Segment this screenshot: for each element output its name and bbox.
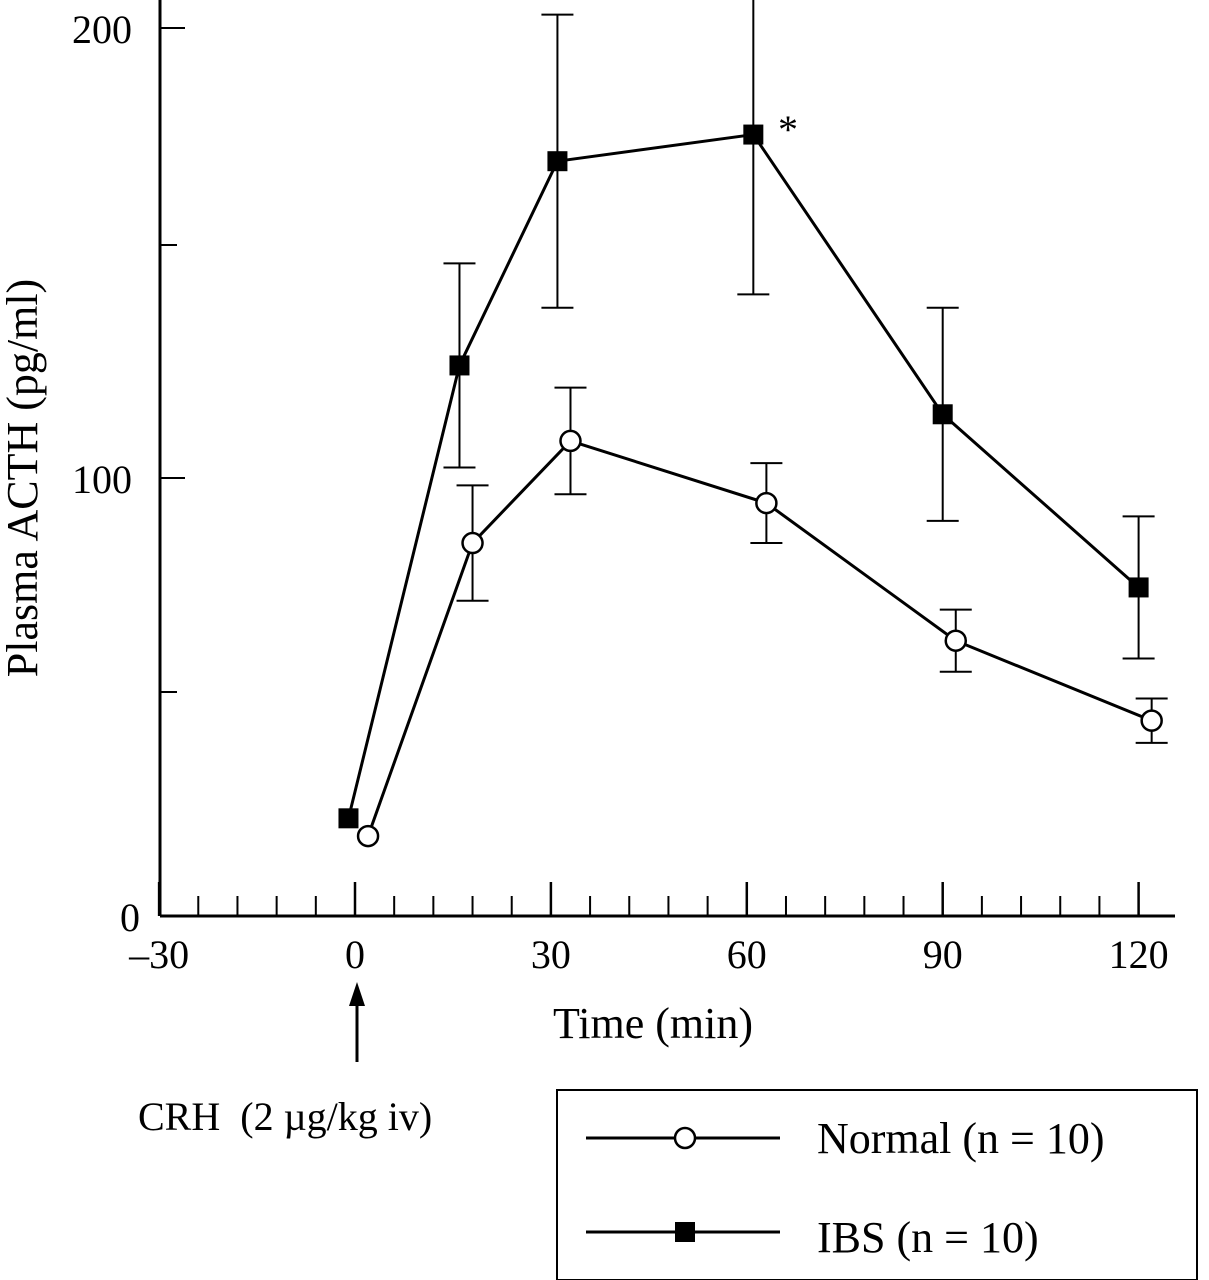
data-point [1128,577,1149,598]
x-tick-label: 0 [345,932,365,977]
data-point [559,429,582,453]
legend-entry-ibs: IBS (n = 10) [586,1213,1039,1262]
x-tick-label: 90 [923,932,963,977]
x-tick-label: –30 [128,932,189,977]
data-point [1140,709,1163,732]
series-line [366,439,1153,837]
data-point [547,151,568,172]
data-point [932,404,953,425]
legend-label-normal: Normal (n = 10) [817,1114,1105,1163]
legend-box [556,1089,1198,1280]
legend-marker-ibs [675,1222,695,1242]
data-point [944,629,968,652]
data-point [743,124,764,145]
data-point [338,808,359,829]
y-tick-label-200: 200 [72,7,132,52]
y-axis-title: Plasma ACTH (pg/ml) [0,279,47,677]
series-normal [356,386,1168,848]
data-point [356,824,380,848]
series-line [347,132,1140,819]
data-point [449,355,470,376]
y-ticks [160,27,185,693]
legend-label-ibs: IBS (n = 10) [817,1213,1039,1262]
data-point [461,531,484,555]
significance-asterisk: * [778,107,798,152]
x-tick-label: 30 [531,932,571,977]
crh-injection-arrow [349,982,365,1062]
x-tick-label: 60 [727,932,767,977]
axes: 200 100 0 –30 0 30 60 90 120 Time (min) Plasm… [0,0,1175,1048]
legend: Normal (n = 10) IBS (n = 10) [556,1089,1198,1280]
x-ticks [157,882,1140,916]
y-tick-label-0: 0 [120,895,140,940]
arrow-head-icon [349,982,365,1006]
x-tick-label: 120 [1109,932,1169,977]
y-tick-label-100: 100 [72,457,132,502]
legend-marker-normal [673,1126,697,1150]
x-axis-title: Time (min) [553,999,753,1048]
crh-dose-label: CRH (2 µg/kg iv) [138,1094,432,1139]
plot-area [338,0,1168,848]
x-tick-labels: –30 0 30 60 90 120 [128,932,1169,977]
legend-entry-normal: Normal (n = 10) [586,1114,1105,1163]
data-point [755,491,778,515]
series-ibs [338,0,1155,829]
